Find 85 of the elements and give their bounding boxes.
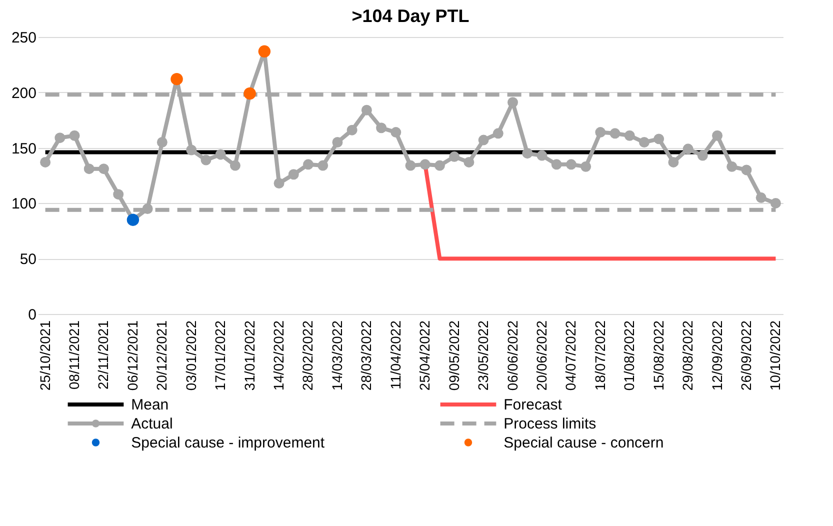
point: [508, 97, 518, 108]
y-tick-label: 150: [11, 140, 36, 158]
y-tick-label: 50: [20, 251, 36, 268]
x-tick-label: 29/08/2022: [680, 320, 696, 391]
x-tick-label: 10/10/2022: [767, 320, 784, 391]
legend-label: Mean: [131, 396, 169, 414]
x-tick-label: 15/08/2022: [650, 320, 666, 391]
point: [215, 149, 226, 160]
x-tick-label: 18/07/2022: [592, 320, 608, 391]
point: [756, 192, 766, 203]
point: [580, 161, 592, 172]
point: [303, 159, 314, 170]
point: [492, 128, 504, 139]
point: [595, 127, 606, 138]
point: [610, 128, 620, 139]
point: [434, 160, 445, 171]
point: [682, 144, 694, 154]
x-tick-label: 17/01/2022: [212, 320, 228, 391]
x-tick-label: 06/06/2022: [504, 320, 520, 391]
point: [40, 156, 51, 168]
legend-label: Actual: [131, 416, 173, 432]
legend-label: Forecast: [504, 396, 563, 414]
x-tick-label: 09/05/2022: [446, 320, 462, 391]
x-tick-label: 25/04/2022: [416, 320, 433, 391]
legend-label: Process limits: [504, 416, 596, 432]
point: [405, 160, 416, 171]
legend-label: Special cause - concern: [504, 434, 664, 452]
point: [69, 130, 80, 141]
x-tick-label: 14/03/2022: [328, 320, 345, 391]
point: [770, 198, 781, 208]
x-tick-label: 22/11/2021: [95, 320, 112, 390]
point: [478, 134, 489, 146]
point: [274, 178, 284, 188]
x-tick-label: 01/08/2022: [621, 320, 638, 391]
x-tick-label: 28/03/2022: [358, 320, 374, 391]
point: [638, 137, 650, 148]
point: [741, 164, 752, 176]
point: [200, 154, 212, 166]
point: [288, 169, 299, 180]
x-tick-label: 11/04/2022: [387, 320, 404, 390]
legend-label: Special cause - improvement: [131, 434, 326, 452]
point: [726, 161, 738, 172]
point: [668, 156, 679, 168]
point: [54, 132, 66, 144]
x-tick-label: 23/05/2022: [475, 320, 492, 391]
point: [390, 127, 402, 138]
x-tick-label: 20/06/2022: [533, 320, 550, 391]
point: [318, 160, 328, 171]
point: [522, 148, 533, 159]
point: [98, 164, 109, 174]
x-tick-label: 31/01/2022: [241, 320, 258, 391]
x-tick-label: 08/11/2021: [66, 320, 82, 390]
point: [697, 150, 708, 161]
point: [654, 134, 664, 144]
y-tick-label: 200: [11, 84, 36, 102]
point: [376, 122, 387, 134]
point: [712, 130, 723, 141]
y-tick-label: 0: [28, 306, 36, 324]
x-tick-label: 12/09/2022: [708, 320, 725, 391]
x-tick-label: 20/12/2021: [154, 320, 170, 391]
point: [449, 151, 460, 162]
chart-title: >104 Day PTL: [352, 6, 470, 26]
point: [346, 124, 358, 136]
y-tick-label: 100: [11, 196, 36, 213]
point: [464, 156, 474, 168]
x-tick-label: 04/07/2022: [562, 320, 579, 391]
point: [230, 160, 240, 171]
point: [113, 189, 124, 200]
x-tick-label: 28/02/2022: [300, 320, 316, 391]
point: [551, 159, 562, 170]
x-tick-label: 25/10/2021: [36, 320, 53, 391]
x-tick-label: 14/02/2022: [270, 320, 287, 391]
x-tick-label: 03/01/2022: [182, 320, 199, 391]
point: [536, 150, 548, 161]
point: [332, 137, 343, 148]
point: [624, 130, 635, 141]
point: [361, 104, 372, 116]
point: [84, 164, 94, 174]
point: [566, 159, 576, 170]
point: [186, 144, 197, 156]
point: [156, 137, 168, 148]
x-tick-label: 26/09/2022: [738, 320, 754, 391]
y-tick-label: 250: [11, 30, 36, 46]
point: [420, 159, 430, 170]
x-tick-label: 06/12/2021: [124, 320, 140, 391]
